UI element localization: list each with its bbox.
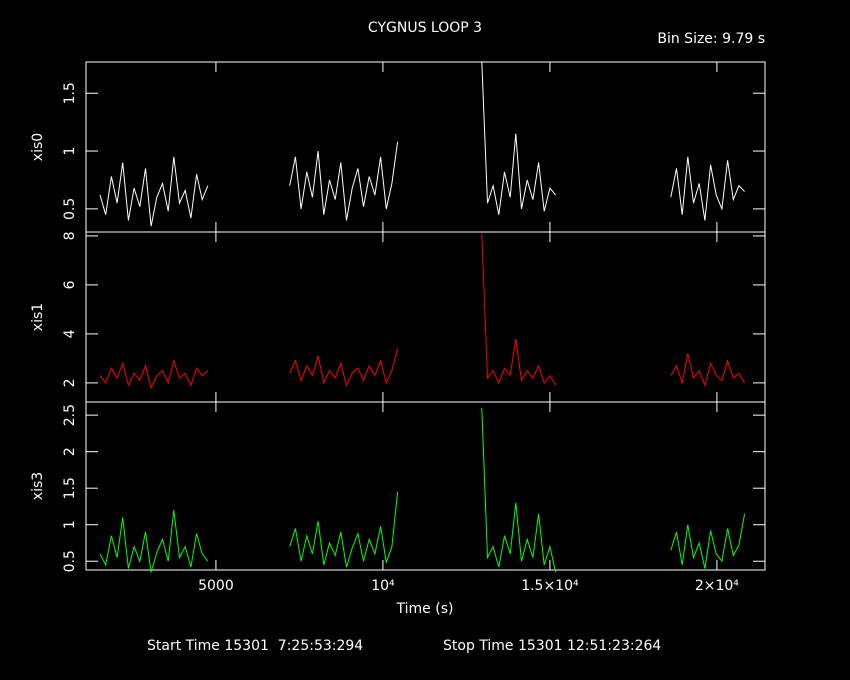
y-axis-label: xis0 xyxy=(30,133,46,161)
chart-title: CYGNUS LOOP 3 xyxy=(368,20,482,36)
y-axis-label: xis1 xyxy=(30,303,46,331)
y-tick-label: 1.5 xyxy=(62,82,78,104)
x-tick-label: 2×10⁴ xyxy=(695,578,739,594)
y-tick-label: 0.5 xyxy=(62,550,78,572)
y-tick-label: 2.5 xyxy=(62,404,78,426)
x-tick-label: 10⁴ xyxy=(371,578,395,594)
x-tick-label: 5000 xyxy=(198,578,234,594)
y-tick-label: 1.5 xyxy=(62,477,78,499)
bin-size: Bin Size: 9.79 s xyxy=(657,31,765,47)
y-tick-label: 2 xyxy=(62,447,78,456)
panel-frame xyxy=(85,401,766,571)
y-tick-label: 2 xyxy=(62,378,78,387)
panel-frame xyxy=(85,231,766,403)
y-axis-label: xis3 xyxy=(30,472,46,500)
light-curve xyxy=(99,233,746,390)
y-tick-label: 1 xyxy=(62,520,78,529)
stop-time: Stop Time 15301 12:51:23:264 xyxy=(443,638,661,654)
y-tick-label: 1 xyxy=(62,147,78,156)
start-time: Start Time 15301 7:25:53:294 xyxy=(147,638,363,654)
y-tick-label: 4 xyxy=(62,329,78,338)
light-curve xyxy=(99,61,745,227)
y-tick-label: 8 xyxy=(62,231,78,240)
y-tick-label: 0.5 xyxy=(62,198,78,220)
light-curve xyxy=(99,407,746,573)
x-axis-label: Time (s) xyxy=(396,601,454,617)
y-tick-label: 6 xyxy=(62,280,78,289)
x-tick-label: 1.5×10⁴ xyxy=(521,578,579,594)
panel-frame xyxy=(85,61,766,233)
